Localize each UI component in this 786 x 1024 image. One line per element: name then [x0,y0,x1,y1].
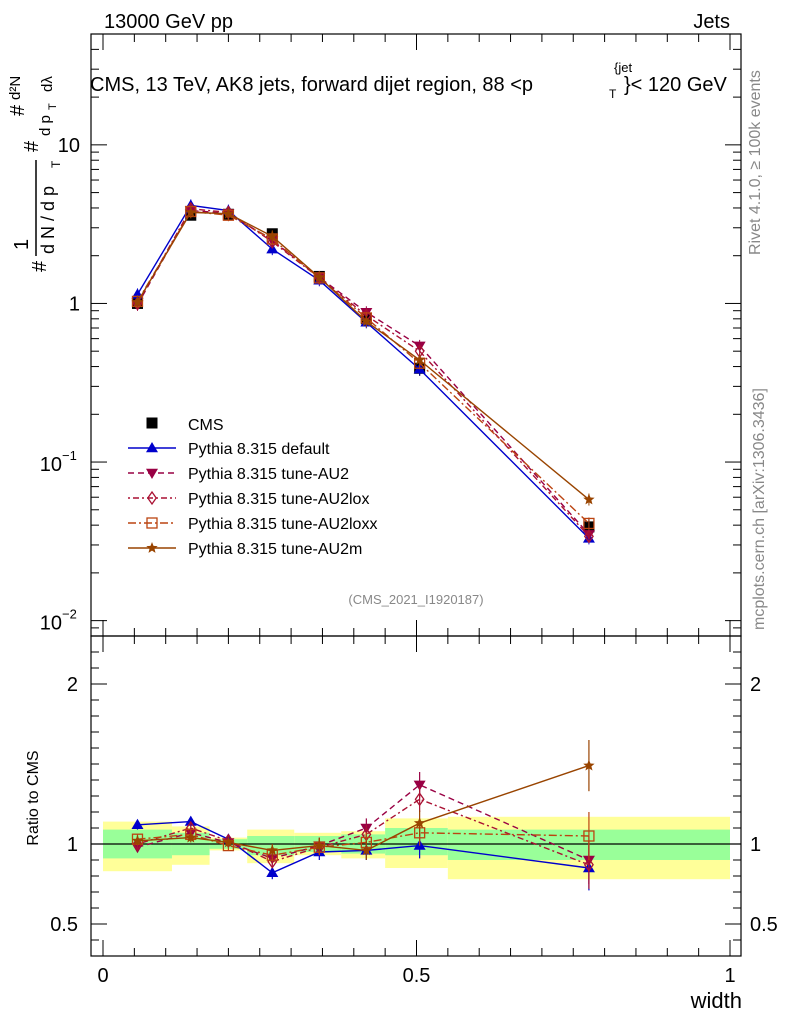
legend: CMS Pythia 8.315 default Pythia 8.315 tune… [128,417,377,558]
ratio-line-3 [137,832,589,856]
ylabel-t: T [49,160,63,168]
series-4-point-7 [583,493,595,505]
ratio-0-point-1 [184,815,197,826]
series-4-point-0 [131,296,144,307]
series-line-3 [136,210,590,524]
series-line-2 [136,208,590,537]
ratio-4-point-5 [360,844,372,856]
ylabel-hash1: # [29,260,51,272]
ratio-4-point-4 [313,839,325,851]
series-3-point-7 [583,517,595,530]
analysis-watermark: (CMS_2021_I1920187) [348,592,483,607]
series-4-point-6 [413,354,426,365]
plot-title: CMS, 13 TeV, AK8 jets, forward dijet reg… [90,74,533,96]
ylabel-dpt: d p [37,115,54,136]
ylabel-one: 1 [11,239,33,250]
energy-label: 13000 GeV pp [104,11,233,33]
band-green-3 [247,836,295,856]
legend-marker-2 [147,490,157,506]
ratio-4-point-3 [266,844,278,856]
x-axis-label: width [690,988,742,1013]
band-green-6 [385,828,448,856]
ylabel-dn: d N / d p [38,186,58,254]
ratio-1-point-6 [413,780,426,791]
ratio-2-point-6 [414,792,425,807]
xtick-label-2: 1 [724,965,735,987]
ratio-3-point-7 [583,830,595,842]
y-axis-label: # 1 d N / d p T # d p T # d²N dλ [7,76,63,272]
ratio-line-0 [137,820,590,874]
ratio-2-point-7 [583,857,594,872]
ylabel-hash3: # [7,104,29,116]
bottom-frame [90,635,742,957]
series-line-0 [136,204,590,539]
xtick-label-0: 0 [97,965,108,987]
series-4-point-3 [266,230,278,242]
legend-marker-4 [146,542,158,553]
ratio-line-4 [137,764,590,852]
ratio-ytick-label-left-2: 2 [67,674,78,696]
ratio-4-point-0 [131,834,144,846]
ylabel-dlambda: dλ [39,76,56,92]
ratio-line-2 [137,798,590,866]
title-end: }< 120 GeV [624,74,728,96]
ratio-ytick-label-right-2: 2 [750,674,761,696]
ytick-label-2: 1 [69,293,80,315]
ytick-label-exp-1: −1 [62,448,77,463]
ratio-plot: 0.5 0.5 1 1 2 2 0 0.5 1 [50,635,778,987]
legend-label-2: Pythia 8.315 tune-AU2lox [188,491,369,508]
ratio-ytick-label-left-0: 0.5 [50,914,78,936]
ratio-4-point-6 [413,817,426,829]
legend-marker-3 [146,517,158,529]
ratio-4-point-7 [583,759,595,771]
legend-marker-1 [146,468,158,479]
legend-marker-0 [146,442,158,453]
ratio-4-point-1 [185,831,197,843]
ylabel-hash2: # [21,140,43,152]
ytick-label-base-1: 10 [40,454,62,476]
legend-label-4: Pythia 8.315 tune-AU2m [188,541,362,558]
mcplots-label: mcplots.cern.ch [arXiv:1306.3436] [751,388,768,630]
category-label: Jets [693,11,730,33]
ratio-4-point-2 [222,836,235,848]
series-4-point-4 [313,271,325,283]
ytick-label-exp-0: −2 [62,607,77,622]
ratio-ytick-label-right-1: 1 [750,834,761,856]
legend-cms-marker [146,417,158,429]
ratio-ytick-label-right-0: 0.5 [750,914,778,936]
title-sup: {jet [614,60,632,75]
series-4-point-5 [360,315,372,327]
legend-label-0: Pythia 8.315 default [188,441,330,458]
ratio-0-point-0 [131,818,144,829]
ratio-ytick-label-left-1: 1 [67,834,78,856]
legend-cms-label: CMS [188,417,224,434]
ylabel-d2n: d²N [7,76,24,100]
ratio-2-point-0 [132,836,143,852]
ylabel-t2: T [47,103,59,110]
series-4-point-2 [222,207,235,219]
xtick-label-1: 0.5 [403,965,431,987]
rivet-label: Rivet 4.1.0, ≥ 100k events [747,70,764,255]
series-line-4 [136,211,590,501]
ytick-label-base-0: 10 [40,613,62,635]
ratio-axis-label: Ratio to CMS [25,750,42,845]
series-line-1 [136,209,590,535]
title-sub: T [609,87,617,101]
legend-label-3: Pythia 8.315 tune-AU2loxx [188,516,377,533]
series-4-point-1 [185,206,197,218]
ratio-0-point-3 [266,866,279,877]
legend-label-1: Pythia 8.315 tune-AU2 [188,466,349,483]
ratio-line-1 [137,783,590,861]
series-2-point-7 [583,529,594,544]
ytick-label-3: 10 [58,135,80,157]
